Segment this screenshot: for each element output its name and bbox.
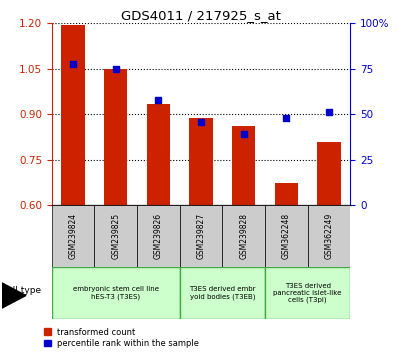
Polygon shape	[2, 283, 26, 308]
Bar	[52, 205, 94, 267]
Bar	[137, 205, 179, 267]
Point	[240, 131, 247, 137]
Text: T3ES derived
pancreatic islet-like
cells (T3pi): T3ES derived pancreatic islet-like cells…	[273, 283, 342, 303]
Bar	[179, 205, 222, 267]
Text: embryonic stem cell line
hES-T3 (T3ES): embryonic stem cell line hES-T3 (T3ES)	[73, 286, 159, 300]
Text: GSM239827: GSM239827	[197, 213, 205, 259]
Bar	[52, 267, 179, 319]
Text: GSM362248: GSM362248	[282, 213, 291, 259]
Text: GSM239826: GSM239826	[154, 213, 163, 259]
Text: GSM362249: GSM362249	[324, 213, 334, 259]
Text: T3ES derived embr
yoid bodies (T3EB): T3ES derived embr yoid bodies (T3EB)	[189, 286, 256, 300]
Text: GSM239825: GSM239825	[111, 213, 120, 259]
Text: GSM239824: GSM239824	[68, 213, 78, 259]
Point	[113, 66, 119, 72]
Bar	[146, 103, 170, 205]
Bar	[265, 267, 350, 319]
Text: cell type: cell type	[2, 286, 41, 295]
Bar	[222, 205, 265, 267]
Bar	[275, 183, 298, 205]
Point	[283, 115, 289, 121]
Point	[70, 61, 76, 67]
Bar	[232, 126, 256, 205]
Title: GDS4011 / 217925_s_at: GDS4011 / 217925_s_at	[121, 9, 281, 22]
Bar	[265, 205, 308, 267]
Bar	[317, 142, 341, 205]
Legend: transformed count, percentile rank within the sample: transformed count, percentile rank withi…	[44, 327, 199, 348]
Bar	[189, 118, 213, 205]
Point	[326, 109, 332, 115]
Point	[198, 119, 204, 125]
Bar	[61, 24, 85, 205]
Bar	[104, 69, 127, 205]
Text: GSM239828: GSM239828	[239, 213, 248, 259]
Bar	[308, 205, 350, 267]
Point	[155, 98, 162, 103]
Bar	[94, 205, 137, 267]
Bar	[179, 267, 265, 319]
